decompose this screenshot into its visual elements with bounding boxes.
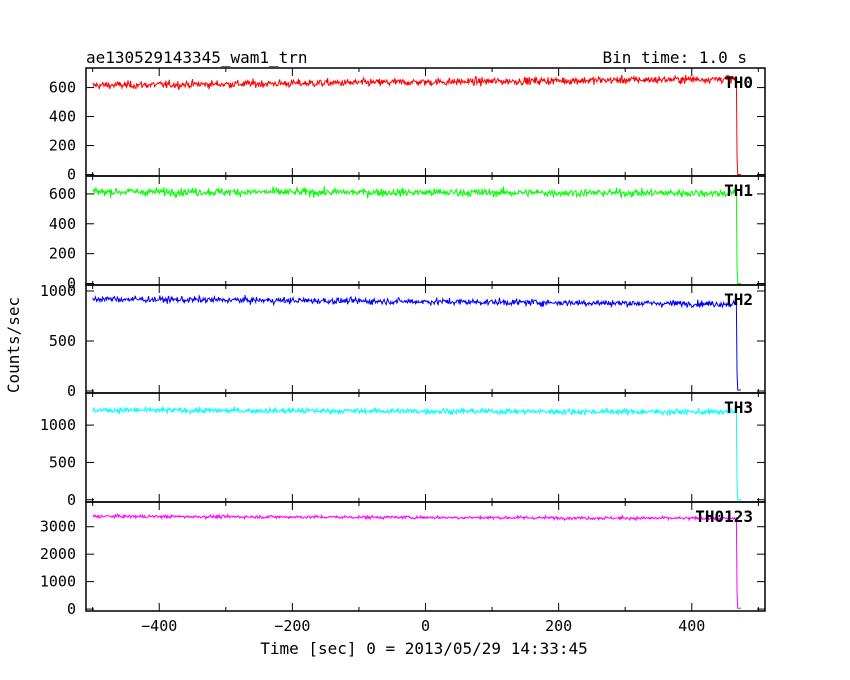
- y-tick-label: 1000: [40, 573, 76, 591]
- panel-label-th3: TH3: [724, 398, 753, 417]
- panel-th3: 0 500 1000 TH3: [40, 392, 766, 509]
- y-tick-label: 200: [49, 245, 76, 263]
- y-tick-label: 0: [67, 275, 76, 293]
- y-tick-label: 500: [49, 332, 76, 350]
- series-line-th0: [92, 74, 742, 176]
- panel-label-th2: TH2: [724, 290, 753, 309]
- y-tick-label: 0: [67, 600, 76, 618]
- x-tick-labels: −400 −200 0 200 400: [141, 617, 705, 635]
- panel-label-th1: TH1: [724, 181, 753, 200]
- series-line-th3: [92, 405, 742, 501]
- x-tick-label: 200: [545, 617, 572, 635]
- x-axis-title: Time [sec] 0 = 2013/05/29 14:33:45: [260, 639, 588, 658]
- y-tick-label: 400: [49, 108, 76, 126]
- y-tick-label: 0: [67, 166, 76, 184]
- panel-th0: 0 200 400 600 TH0: [49, 67, 766, 184]
- chart-title: ae130529143345_wam1_trn: [86, 48, 308, 67]
- series-line-th1: [92, 185, 742, 285]
- y-tick-label: 0: [67, 382, 76, 400]
- panel-label-th0: TH0: [724, 73, 753, 92]
- x-tick-label: 0: [421, 617, 430, 635]
- bin-time-label: Bin time: 1.0 s: [603, 48, 748, 67]
- x-tick-label: −400: [141, 617, 177, 635]
- y-tick-label: 2000: [40, 545, 76, 563]
- y-tick-label: 600: [49, 185, 76, 203]
- series-line-th0123: [92, 513, 742, 609]
- panels: 0 200 400 600 TH0 0 200 400 600 TH1 0 500 1000 TH2 0 50…: [40, 67, 766, 618]
- y-tick-label: 1000: [40, 282, 76, 300]
- x-tick-label: −200: [274, 617, 310, 635]
- series-line-th2: [92, 294, 742, 391]
- panel-th0123: 0 1000 2000 3000 TH0123: [40, 501, 766, 618]
- x-tick-label: 400: [678, 617, 705, 635]
- y-tick-label: 0: [67, 491, 76, 509]
- y-axis-title: Counts/sec: [4, 297, 23, 393]
- panel-label-th0123: TH0123: [695, 507, 753, 526]
- y-tick-label: 3000: [40, 518, 76, 536]
- y-tick-label: 400: [49, 215, 76, 233]
- y-tick-label: 500: [49, 453, 76, 471]
- panel-th2: 0 500 1000 TH2: [40, 282, 766, 400]
- panel-frame: [85, 392, 766, 503]
- y-tick-label: 200: [49, 137, 76, 155]
- y-tick-label: 600: [49, 79, 76, 97]
- panel-th1: 0 200 400 600 TH1: [49, 175, 766, 293]
- y-tick-label: 1000: [40, 416, 76, 434]
